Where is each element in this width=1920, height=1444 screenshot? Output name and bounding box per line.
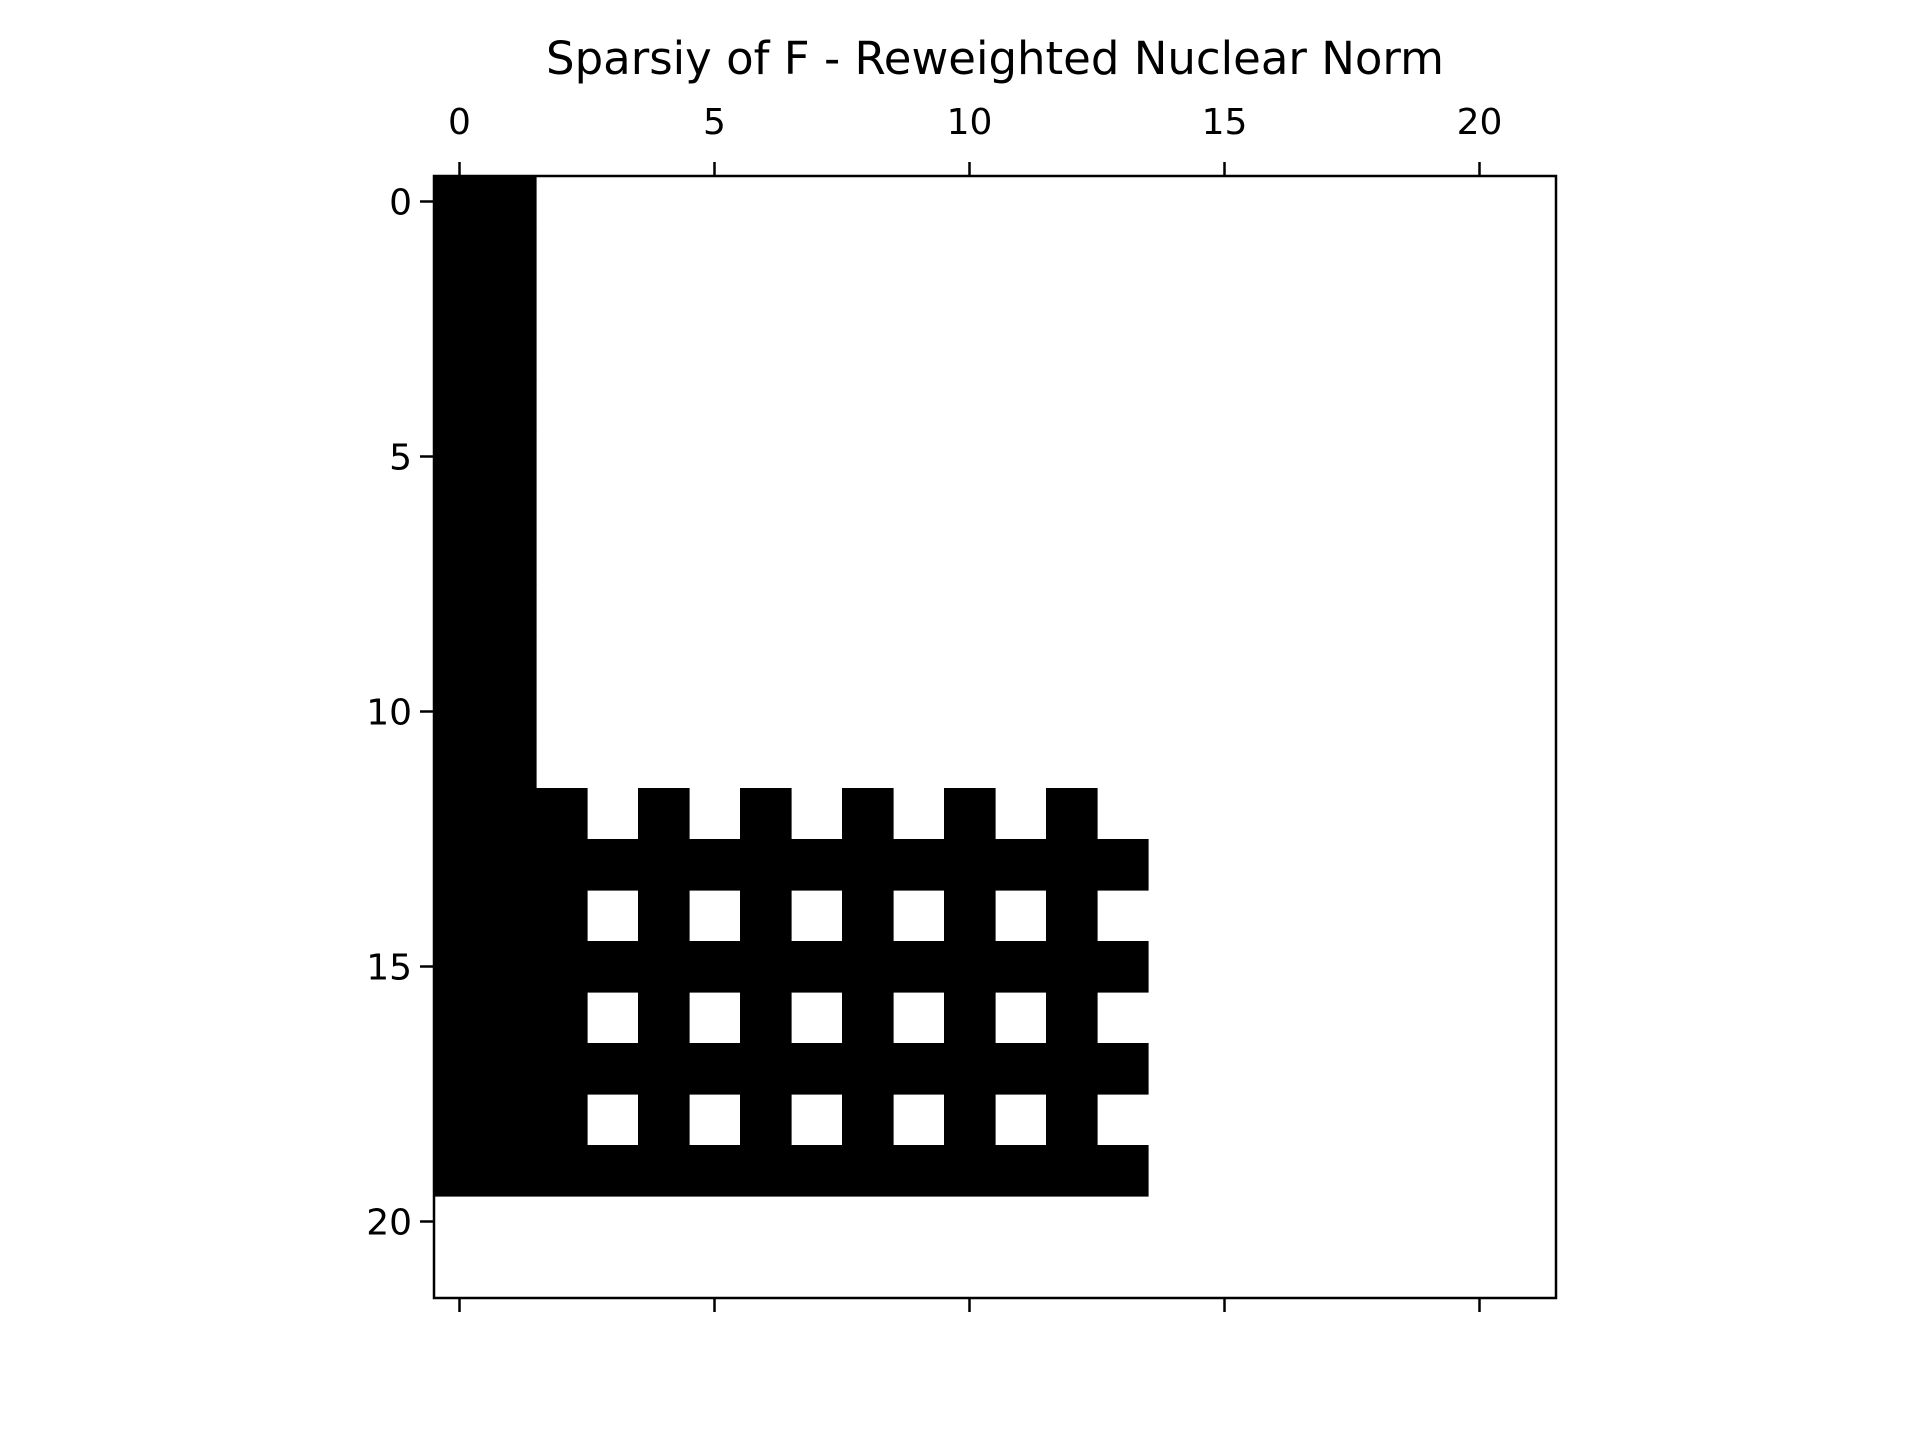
nonzero-run-row-14-col-12 [1046, 890, 1098, 942]
nonzero-run-row-14-col-0 [434, 890, 588, 942]
nonzero-run-row-19-col-0 [434, 1145, 1149, 1197]
nonzero-run-row-11-col-0 [434, 737, 537, 789]
nonzero-run-row-16-col-10 [944, 992, 996, 1044]
nonzero-run-row-18-col-4 [638, 1094, 690, 1146]
nonzero-run-row-2-col-0 [434, 278, 537, 330]
axis-ticks: 0 5 10 15 20 0 5 10 15 20 [366, 102, 1502, 1312]
nonzero-run-row-14-col-10 [944, 890, 996, 942]
nonzero-run-row-14-col-6 [740, 890, 792, 942]
nonzero-run-row-18-col-0 [434, 1094, 588, 1146]
y-tick-label-5: 5 [389, 438, 412, 479]
nonzero-run-row-18-col-12 [1046, 1094, 1098, 1146]
x-tick-label-20: 20 [1457, 102, 1503, 143]
nonzero-run-row-16-col-4 [638, 992, 690, 1044]
nonzero-run-row-12-col-10 [944, 788, 996, 840]
nonzero-run-row-16-col-0 [434, 992, 588, 1044]
x-tick-label-15: 15 [1202, 102, 1248, 143]
nonzero-run-row-3-col-0 [434, 329, 537, 381]
nonzero-run-row-16-col-8 [842, 992, 894, 1044]
nonzero-run-row-18-col-6 [740, 1094, 792, 1146]
nonzero-run-row-18-col-8 [842, 1094, 894, 1146]
nonzero-run-row-12-col-0 [434, 788, 588, 840]
nonzero-run-row-7-col-0 [434, 533, 537, 585]
x-tick-label-0: 0 [448, 102, 471, 143]
nonzero-run-row-17-col-0 [434, 1043, 1149, 1095]
y-tick-label-10: 10 [366, 693, 412, 734]
nonzero-run-row-16-col-6 [740, 992, 792, 1044]
chart-title: Sparsiy of F - Reweighted Nuclear Norm [546, 32, 1444, 85]
nonzero-run-row-4-col-0 [434, 380, 537, 432]
nonzero-run-row-12-col-12 [1046, 788, 1098, 840]
nonzero-run-row-16-col-12 [1046, 992, 1098, 1044]
nonzero-run-row-12-col-4 [638, 788, 690, 840]
nonzero-run-row-14-col-4 [638, 890, 690, 942]
nonzero-run-row-14-col-8 [842, 890, 894, 942]
nonzero-run-row-10-col-0 [434, 686, 537, 738]
nonzero-run-row-0-col-0 [434, 176, 537, 228]
y-tick-label-20: 20 [366, 1203, 412, 1244]
y-tick-label-15: 15 [366, 948, 412, 989]
nonzero-run-row-6-col-0 [434, 482, 537, 534]
nonzero-run-row-15-col-0 [434, 941, 1149, 993]
nonzero-run-row-13-col-0 [434, 839, 1149, 891]
x-tick-label-10: 10 [947, 102, 993, 143]
nonzero-run-row-1-col-0 [434, 227, 537, 279]
nonzero-run-row-8-col-0 [434, 584, 537, 636]
nonzero-run-row-12-col-6 [740, 788, 792, 840]
nonzero-run-row-12-col-8 [842, 788, 894, 840]
nonzero-run-row-18-col-10 [944, 1094, 996, 1146]
plot-frame [432, 174, 1558, 1300]
matrix-cells [434, 176, 1149, 1197]
nonzero-run-row-9-col-0 [434, 635, 537, 687]
nonzero-run-row-5-col-0 [434, 431, 537, 483]
x-tick-label-5: 5 [703, 102, 726, 143]
y-tick-label-0: 0 [389, 183, 412, 224]
